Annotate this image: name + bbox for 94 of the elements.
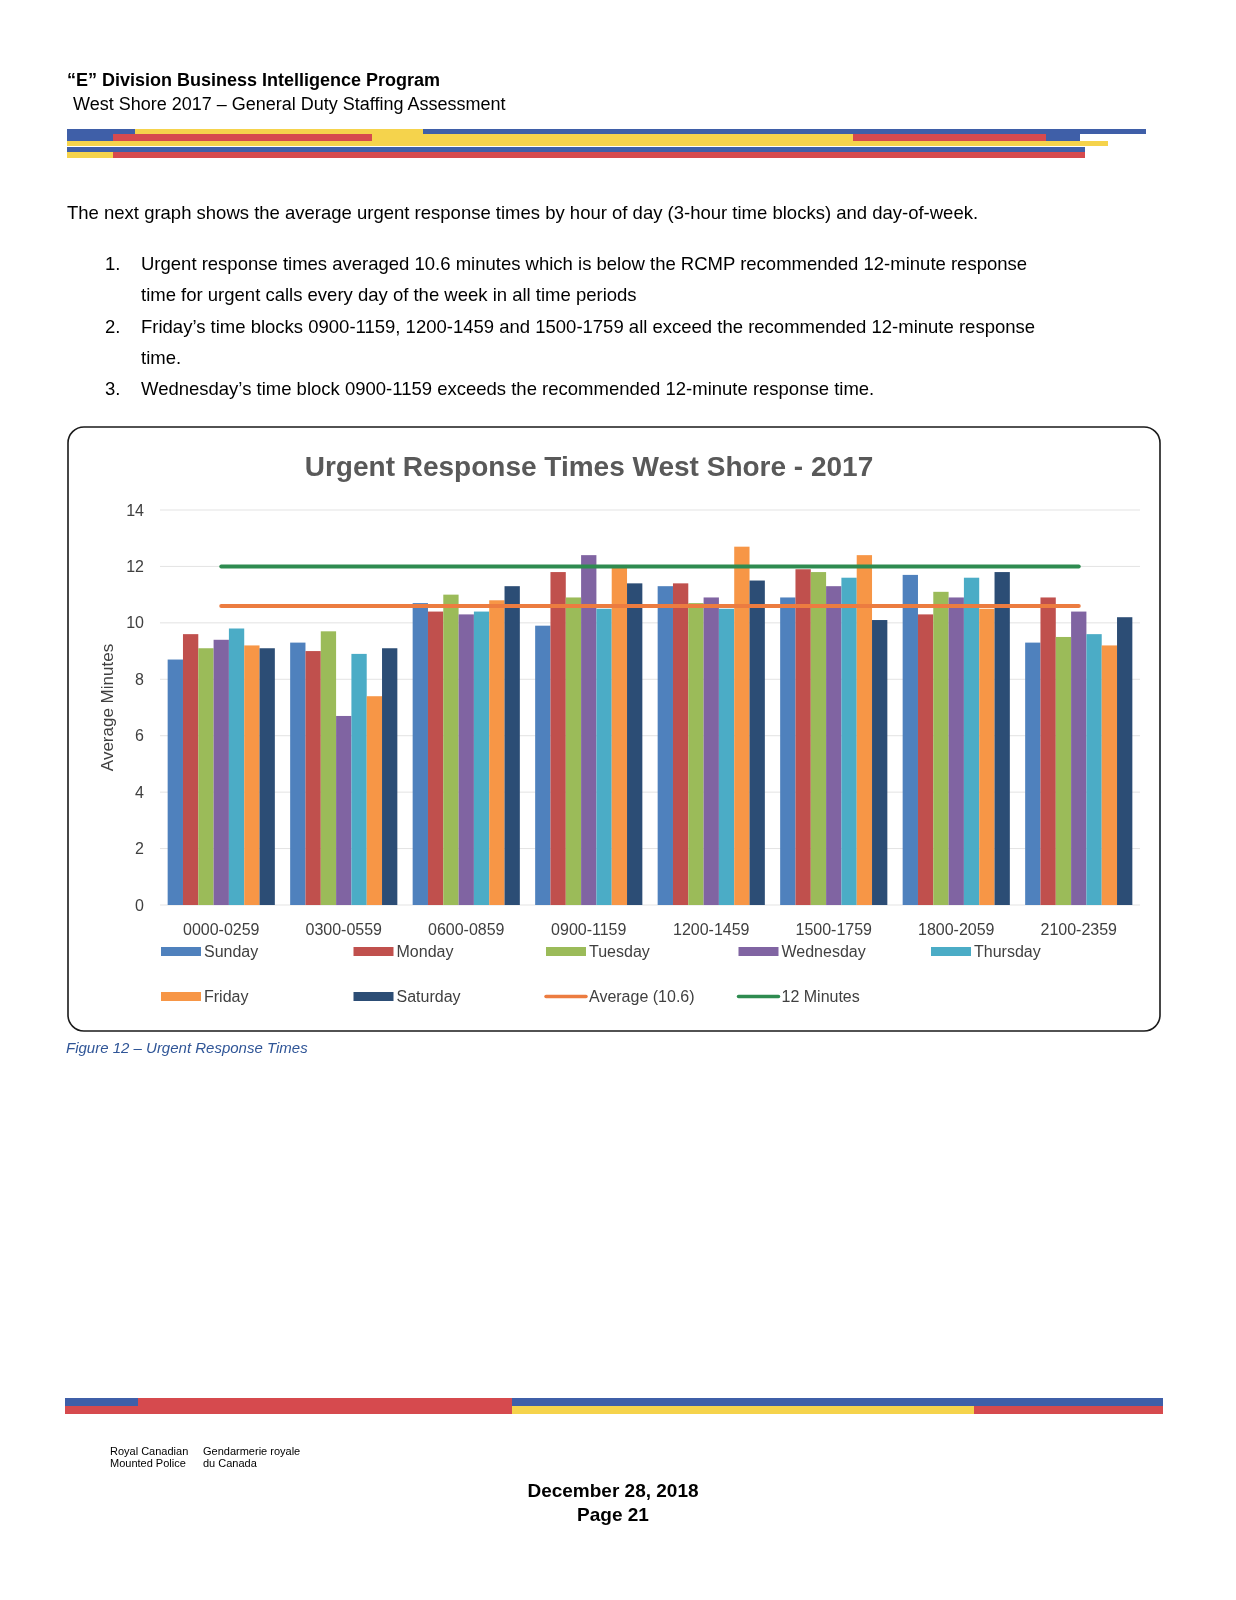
bar [749,580,765,905]
bar [933,591,949,905]
y-tick-label: 0 [135,896,145,914]
bar [780,597,796,905]
text: Page 21 [577,1504,650,1525]
bar [382,648,398,905]
bar [1040,597,1056,905]
y-tick-label: 2 [135,840,145,858]
x-tick-label: 1800-2059 [917,921,995,938]
bar [657,586,673,905]
bar [917,614,934,905]
bar [672,583,689,905]
bar [963,577,980,905]
bar [902,574,918,905]
bar [228,628,245,905]
bar [1086,634,1102,905]
bar [688,603,704,905]
legend-label: Sunday [204,943,259,960]
legend-label: Tuesday [589,943,650,960]
x-tick-label: 2100-2359 [1040,921,1118,938]
bar [336,715,352,905]
bar [412,603,428,905]
bar [1071,611,1087,905]
text: “E” Division Business Intelligence Program [67,70,441,90]
bar [1025,642,1041,905]
bar [351,653,367,905]
bar [427,611,444,905]
bar [366,696,383,905]
x-tick-label: 0000-0259 [182,921,260,938]
bar [1101,645,1118,905]
y-tick-label: 14 [126,501,145,519]
bar [627,583,643,905]
y-tick-label: 12 [126,557,145,575]
bar [1117,617,1133,905]
bar [443,594,459,905]
y-tick-label: 8 [135,670,145,688]
bar [489,600,505,905]
bar [504,586,520,905]
bar [948,597,964,905]
bar [167,659,183,905]
legend-label: Monday [396,943,454,960]
legend-label: Average (10.6) [589,988,695,1005]
bar [826,586,842,905]
text: West Shore 2017 – General Duty Staffing Assessment [73,94,506,114]
bar [244,645,260,905]
bar [535,625,551,905]
text: The next graph shows the average urgent response times by hour of day (3-hour time blocks) and day-of-week. [67,202,979,223]
bar [872,620,888,905]
text: December 28, 2018 [527,1480,699,1501]
bar [213,639,229,905]
bar [550,572,566,905]
chart-title: Urgent Response Times West Shore - 2017 [304,451,874,482]
legend-label: Wednesday [781,943,866,960]
text: 3. Wednesday’s time block 0900-1159 exceeds the recommended 12-minute response time. [105,378,875,400]
x-tick-label: 0900-1159 [551,921,627,938]
text: Royal Canadian Mounted Police [110,1445,189,1469]
bar [856,555,873,905]
bar [198,648,214,905]
x-tick-label: 0600-0859 [427,921,505,938]
bar [841,577,857,905]
text: 1. Urgent response times averaged 10.6 minutes which is below the RCMP recommended 12-minute response time for urgent calls every day of the week in all time periods [105,253,1028,306]
y-tick-label: 10 [126,614,145,632]
bar [596,608,612,905]
legend-label: Thursday [974,943,1041,960]
bar [290,642,306,905]
bar [305,651,321,905]
y-axis-title: Average Minutes [97,643,117,772]
legend-label: Friday [204,988,249,1005]
bar [581,555,597,905]
y-tick-label: 4 [135,783,145,801]
legend-label: Saturday [396,988,461,1005]
bar [994,572,1010,905]
bar [718,608,735,905]
caption: Figure 12 – Urgent Response Times [66,1039,309,1056]
x-tick-label: 0300-0559 [305,921,383,938]
text: Gendarmerie royale du Canada [203,1445,301,1469]
bar [320,631,337,905]
bar [1055,636,1072,905]
legend-label: 12 Minutes [781,988,860,1005]
bar [182,634,199,905]
bar [259,648,275,905]
text: 2. Friday’s time blocks 0900-1159, 1200-1459 and 1500-1759 all exceed the recommended 12-minute response time. [105,315,1036,368]
bar [979,608,995,905]
x-tick-label: 1200-1459 [672,921,750,938]
bar [611,566,628,905]
bar [810,572,827,905]
bar [703,597,719,905]
x-tick-label: 1500-1759 [795,921,873,938]
bar [734,546,750,905]
bar [795,569,811,905]
bar [458,614,474,905]
bar [565,597,582,905]
bar [473,611,490,905]
y-tick-label: 6 [135,727,145,745]
